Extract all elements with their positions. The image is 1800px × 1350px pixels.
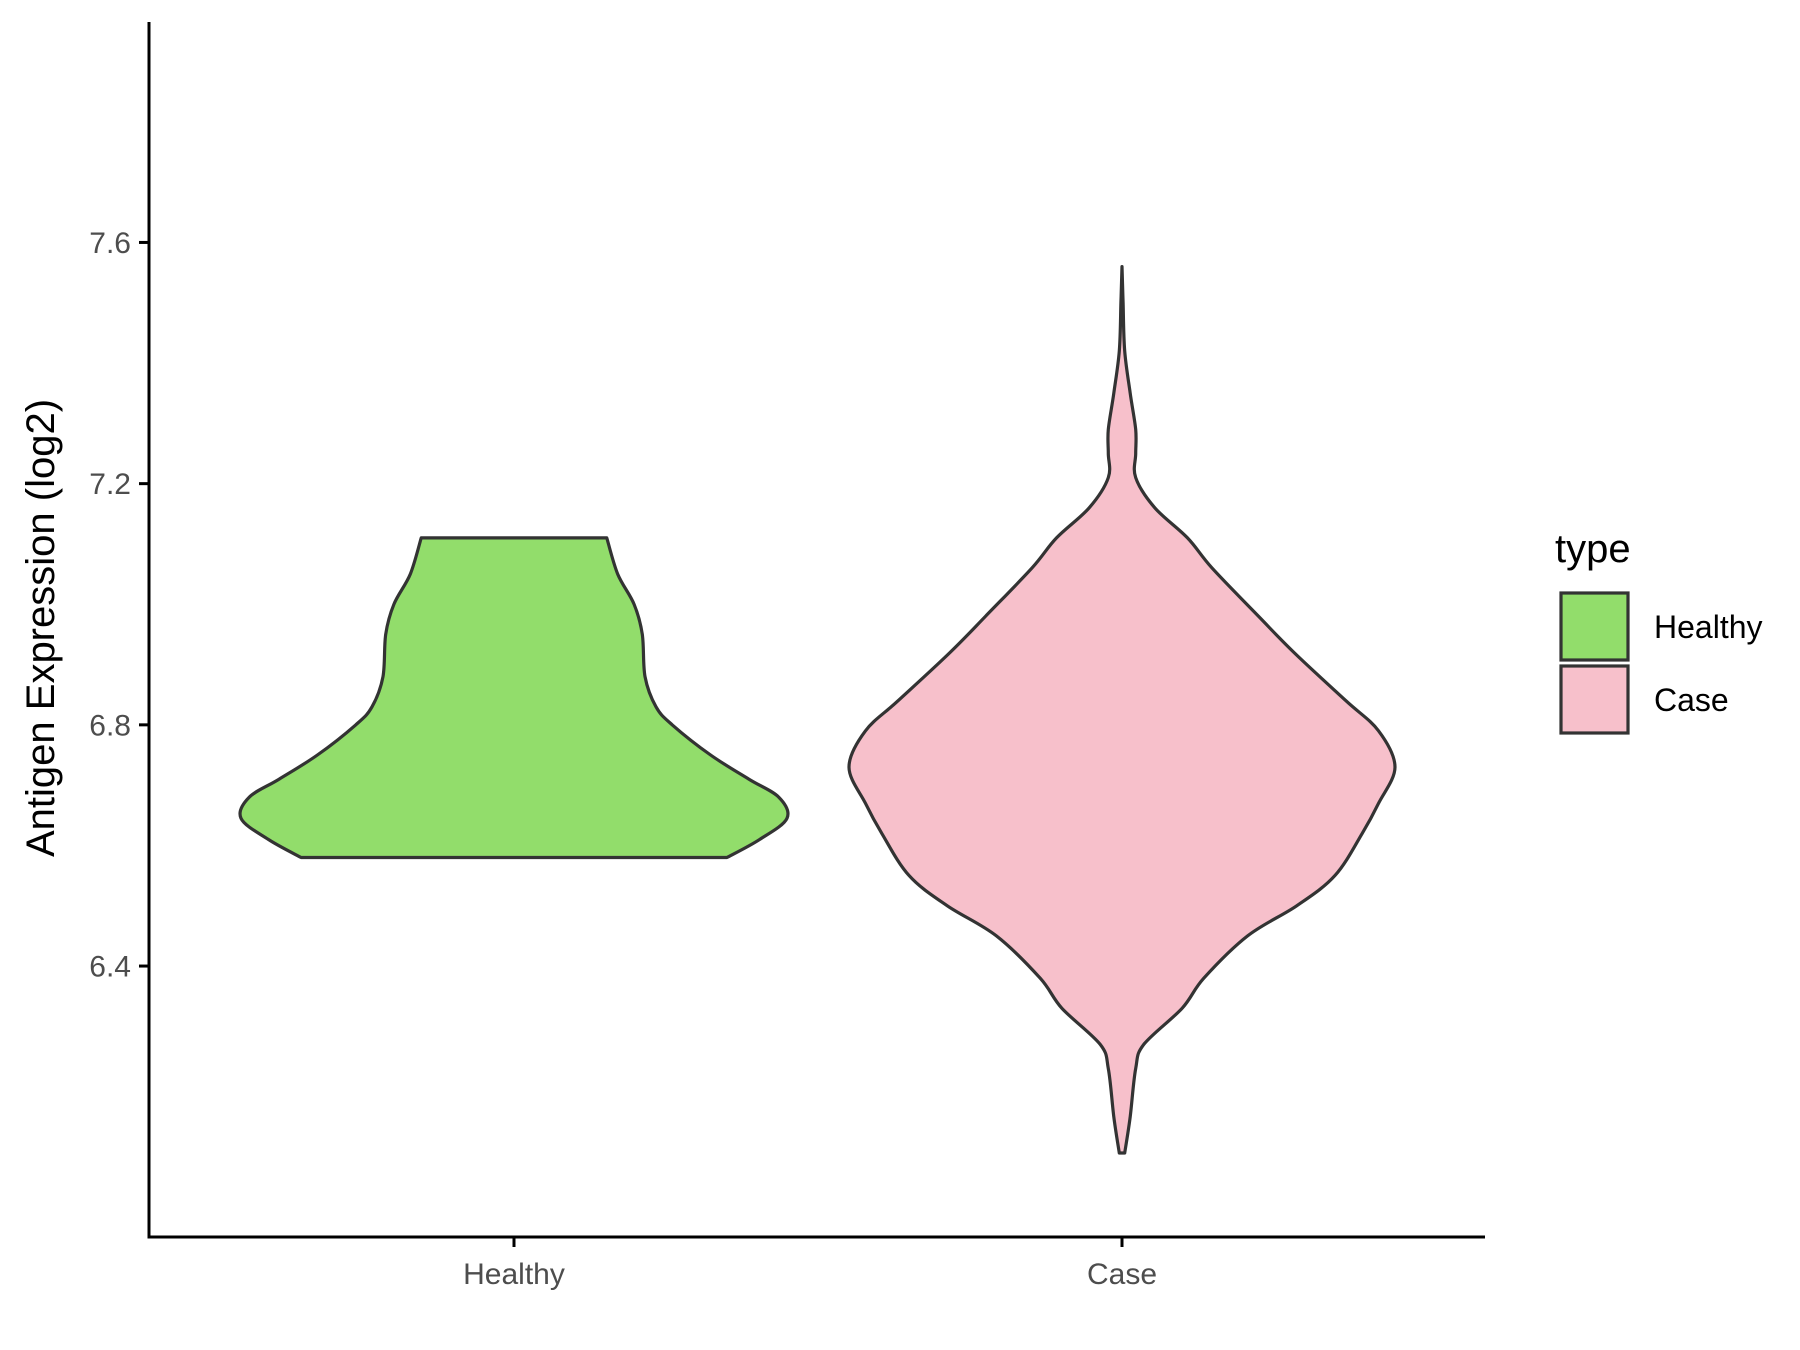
- legend-title: type: [1555, 527, 1631, 571]
- violin-case: [847, 265, 1397, 1155]
- legend-label-healthy: Healthy: [1654, 609, 1763, 645]
- y-tick-label: 7.6: [89, 227, 131, 260]
- x-tick-label: Healthy: [463, 1258, 565, 1291]
- legend-key-case: [1559, 664, 1630, 735]
- y-axis-ticks: 6.4 6.8 7.2 7.6: [89, 227, 149, 984]
- legend: type Healthy Case: [1555, 527, 1763, 735]
- x-axis-ticks: Healthy Case: [463, 1237, 1157, 1291]
- plot-area: 6.4 6.8 7.2 7.6 Healthy Case: [89, 22, 1485, 1291]
- y-tick-label: 6.4: [89, 951, 131, 984]
- legend-key-healthy: [1559, 591, 1630, 662]
- legend-label-case: Case: [1654, 682, 1729, 718]
- y-tick-label: 6.8: [89, 709, 131, 742]
- legend-keys: Healthy Case: [1559, 591, 1763, 735]
- violins: [238, 265, 1397, 1155]
- violin-healthy: [238, 536, 790, 860]
- y-axis-title: Antigen Expression (log2): [19, 399, 63, 857]
- y-tick-label: 7.2: [89, 468, 131, 501]
- x-tick-label: Case: [1087, 1258, 1157, 1291]
